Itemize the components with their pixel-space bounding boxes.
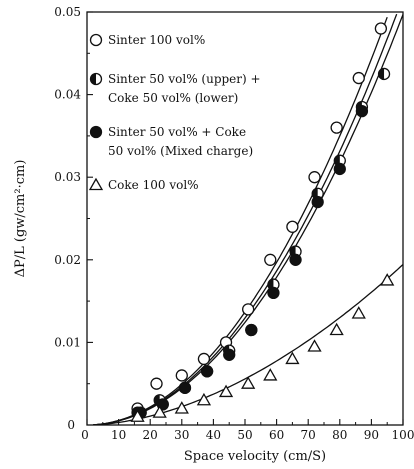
data-point-s2 <box>333 162 346 176</box>
data-point-s2 <box>178 381 192 394</box>
legend-marker-1 <box>89 72 103 86</box>
y-tick-label: 0.04 <box>54 88 81 102</box>
data-point-s3 <box>218 384 234 398</box>
data-point-s2 <box>289 253 302 266</box>
axes: 10 20 30 40 50 60 70 80 90 100 00 0.01 0.02 0.03 0.04 0… <box>13 5 414 464</box>
data-point-s3 <box>307 339 322 352</box>
x-tick-label: 70 <box>301 428 316 442</box>
data-point-s2 <box>245 323 258 337</box>
data-point-s0 <box>352 71 365 85</box>
data-point-s0 <box>308 171 321 184</box>
data-point-s3 <box>329 322 344 336</box>
y-tick-label: 0.03 <box>54 170 81 184</box>
data-point-s3 <box>285 351 300 365</box>
y-tick-label: 0.02 <box>54 253 81 267</box>
data-point-s0 <box>374 22 388 35</box>
data-point-s2 <box>355 104 369 118</box>
data-point-s0 <box>150 377 163 390</box>
x-zero-label: 0 <box>81 428 89 442</box>
legend-label-3: Coke 100 vol% <box>108 178 199 192</box>
data-point-s3 <box>351 306 366 319</box>
x-tick-label: 80 <box>332 428 347 442</box>
legend-label-1: Coke 50 vol% (lower) <box>108 91 238 105</box>
data-point-s2 <box>267 286 280 299</box>
data-point-s3 <box>196 392 212 406</box>
data-point-s3 <box>263 368 278 381</box>
data-point-s2 <box>223 348 236 361</box>
data-point-s3 <box>152 405 167 418</box>
x-axis-title: Space velocity (cm/S) <box>184 449 326 464</box>
x-tick-label: 10 <box>111 428 126 442</box>
x-tick-label: 90 <box>364 428 379 442</box>
y-tick-label: 0.05 <box>54 5 81 19</box>
y-zero-label: 0 <box>67 418 75 432</box>
fit-curve-3 <box>93 264 404 426</box>
x-tick-label: 50 <box>237 428 252 442</box>
legend-marker-1-half <box>90 73 96 85</box>
data-point-s0 <box>264 253 277 266</box>
x-tick-label: 20 <box>143 428 158 442</box>
data-point-s1 <box>377 67 391 81</box>
legend-label-0: Sinter 100 vol% <box>108 33 205 47</box>
legend-label-2: Sinter 50 vol% + Coke <box>108 125 246 139</box>
data-point-s3 <box>241 376 256 389</box>
data-point-s0 <box>242 303 255 316</box>
data-point-s3 <box>380 273 395 286</box>
data-point-s2 <box>200 365 214 378</box>
legend-label-2: 50 vol% (Mixed charge) <box>108 144 253 158</box>
legend-marker-3 <box>88 177 104 191</box>
data-point-s0 <box>286 220 299 233</box>
data-point-s3 <box>130 409 145 422</box>
legend-label-1: Sinter 50 vol% (upper) + <box>108 72 261 86</box>
data-points <box>130 22 395 422</box>
data-point-s0 <box>330 121 343 134</box>
legend: Sinter 100 vol% Sinter 50 vol% (upper) + C… <box>88 33 261 192</box>
x-tick-label: 30 <box>174 428 189 442</box>
data-point-s2 <box>311 195 324 209</box>
legend-marker-0 <box>89 33 103 47</box>
data-point-s0 <box>175 369 188 382</box>
data-point-s3 <box>174 401 189 414</box>
x-tick-label: 40 <box>206 428 221 442</box>
legend-marker-2 <box>89 125 103 139</box>
data-point-s0 <box>197 352 211 366</box>
x-tick-label: 60 <box>269 428 284 442</box>
x-tick-label: 100 <box>392 428 414 442</box>
y-tick-label: 0.01 <box>54 335 81 349</box>
data-point-s1-half <box>378 68 385 80</box>
y-axis-title: ΔP/L (gw/cm²·cm) <box>13 160 28 278</box>
